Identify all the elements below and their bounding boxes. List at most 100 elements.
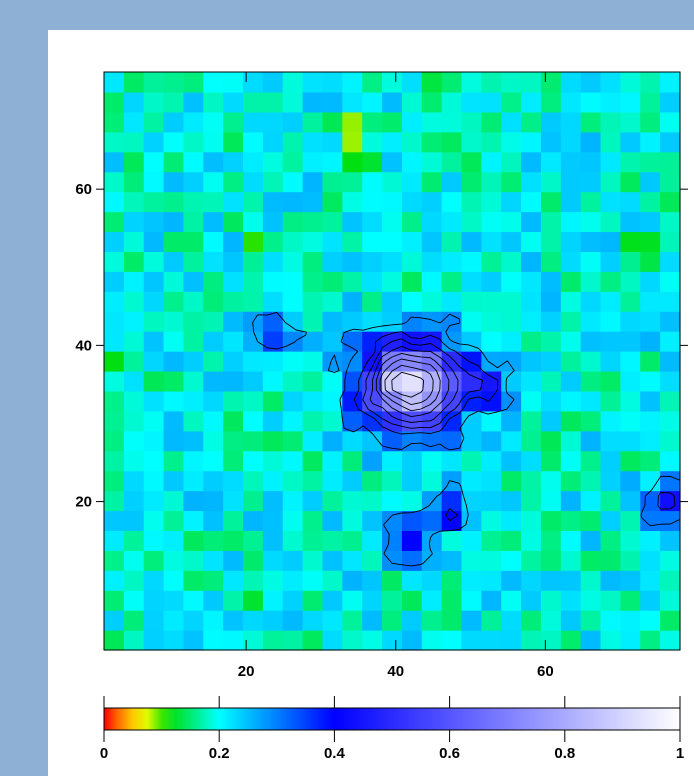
heatmap-cell [481,271,502,292]
heatmap-cell [163,370,185,392]
heatmap-cell [342,530,363,551]
heatmap-cell [382,530,403,551]
heatmap-cell [620,311,641,332]
heatmap-cell [540,510,562,532]
heatmap-cell [302,590,324,611]
heatmap-cell [302,231,324,252]
heatmap-cell [401,72,423,93]
heatmap-cell [580,291,602,312]
heatmap-cell [104,131,125,153]
heatmap-cell [362,430,383,452]
heatmap-cell [600,450,622,472]
heatmap-cell [104,351,125,372]
heatmap-cell [600,590,622,611]
heatmap-cell [243,211,264,233]
heatmap-cell [223,590,244,611]
heatmap-cell [441,610,463,631]
heatmap-cell [362,450,383,472]
heatmap-cell [322,370,343,392]
heatmap-cell [104,490,125,512]
heatmap-cell [123,550,145,571]
heatmap-cell [223,271,244,292]
heatmap-cell [401,91,423,113]
heatmap-cell [262,331,284,352]
heatmap-cell [282,211,304,233]
heatmap-cell [203,72,224,93]
heatmap-cell [243,91,264,113]
heatmap-cell [481,351,502,372]
heatmap-cell [580,171,602,193]
heatmap-cell [163,311,185,332]
heatmap-cell [660,331,681,352]
heatmap-cell [104,72,125,93]
heatmap-cell [342,91,363,113]
heatmap-cell [282,111,304,133]
heatmap-cell [441,91,463,113]
heatmap-cell [620,72,641,93]
heatmap-cell [322,570,343,591]
heatmap-cell [560,331,582,352]
heatmap-cell [421,530,443,551]
heatmap-cell [282,191,304,213]
heatmap-cell [163,410,185,432]
heatmap-cell [580,550,602,571]
heatmap-cell [481,91,502,113]
heatmap-cell [620,351,641,372]
heatmap-cell [362,311,383,332]
heatmap-cell [163,590,185,611]
heatmap-cell [540,271,562,292]
heatmap-cell [143,630,165,651]
heatmap-cell [461,331,482,352]
heatmap-cell [262,231,284,252]
heatmap-cell [282,131,304,153]
heatmap-cell [203,291,224,312]
axis-ticks [96,72,688,650]
heatmap-cell [123,590,145,611]
heatmap-cell [660,351,681,372]
heatmap-cell [560,510,582,532]
heatmap-cell [282,410,304,432]
y-tick-label: 40 [75,337,92,354]
heatmap-cell [322,590,343,611]
heatmap-cell [203,410,224,432]
heatmap-cell [203,251,224,272]
heatmap-cell [183,470,204,492]
heatmap-cell [501,550,522,571]
heatmap-cell [600,211,622,233]
heatmap-cell [461,191,482,213]
heatmap-cell [262,430,284,452]
heatmap-cell [421,370,443,392]
heatmap-cell [104,311,125,332]
heatmap-cell [501,191,522,213]
heatmap-cell [540,131,562,153]
heatmap-cell [342,331,363,352]
heatmap-cell [560,151,582,173]
heatmap-cell [660,370,681,392]
heatmap-cell [123,91,145,113]
heatmap-cell [342,351,363,372]
heatmap-cell [461,370,482,392]
heatmap-cell [104,410,125,432]
heatmap-cell [640,131,661,153]
heatmap-cell [580,351,602,372]
heatmap-cell [600,131,622,153]
heatmap-cell [282,590,304,611]
heatmap-cell [580,211,602,233]
heatmap-cell [600,390,622,412]
heatmap-cell [660,530,681,551]
heatmap-cell [600,530,622,551]
heatmap-cell [560,311,582,332]
heatmap-cell [322,630,343,651]
heatmap-cell [223,91,244,113]
heatmap-cell [362,510,383,532]
heatmap-cell [521,131,542,153]
heatmap-cell [560,131,582,153]
heatmap-cell [620,490,641,512]
heatmap-cell [262,191,284,213]
heatmap-cell [262,151,284,173]
heatmap-cell [104,530,125,551]
heatmap-cell [501,470,522,492]
heatmap-cell [302,490,324,512]
heatmap-cell [302,370,324,392]
heatmap-cell [421,550,443,571]
